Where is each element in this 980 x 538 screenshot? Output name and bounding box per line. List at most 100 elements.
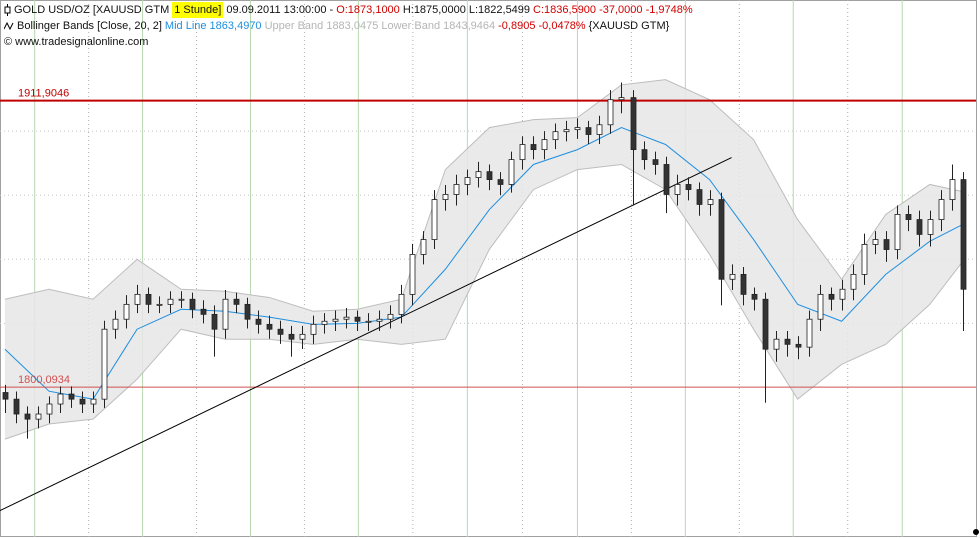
candle-body [222,298,229,330]
candle-body [288,333,295,340]
candles [2,82,967,439]
candle-body [244,303,251,320]
band-line [4,79,963,312]
open: O:1873,1000 [336,4,400,16]
candle-body [46,403,53,415]
candle-body [409,254,416,295]
candle-body [949,179,956,200]
candle-body [189,298,196,310]
indicator-icon [4,21,14,31]
candle-body [740,273,747,295]
mid-line-value: Mid Line 1863,4970 [164,20,262,32]
candle-body [508,159,515,185]
candle-body [79,398,86,405]
candle-body [707,199,714,205]
corner-dot [973,529,979,535]
candle-body [453,184,460,195]
candle-body [442,194,449,200]
candle-body [35,413,42,420]
candle-body [861,244,868,275]
candle-body [266,323,273,330]
candle-body [277,328,284,335]
candle-body [299,333,306,340]
candle-body [2,392,9,400]
levels: 1911,9046 1800,0934 [0,88,976,388]
candle-body [883,239,890,250]
candle-body [310,323,317,335]
level-label: 1911,9046 [18,88,69,100]
indicator: Bollinger Bands [Close, 20, 2] [17,20,162,32]
interval: 1 Stunde] [172,2,224,18]
candle-body [630,97,637,151]
mid-line [4,127,964,400]
change: -0,8905 -0,0478% [498,20,586,32]
candle-body [431,199,438,240]
candle-body [123,303,130,320]
candle-body [167,298,174,305]
candle-body [57,393,64,405]
candle-body [641,149,648,161]
high-low: H:1875,0000 L:1822,5499 [402,4,531,16]
candle-body [960,179,967,290]
datetime: 09.09.2011 13:00:00 - [226,4,334,16]
trend [0,157,732,512]
candle-body [145,293,152,305]
candle-body [211,313,218,330]
candle-body [101,328,108,400]
candle-body [398,293,405,315]
candle-body [806,318,813,348]
candle-body [839,288,846,300]
trend-line [0,157,732,512]
candle-body [674,184,681,195]
candle-body [574,127,581,131]
candle-body [420,239,427,255]
candle-body [24,413,31,420]
candle-body [13,398,20,415]
candle-body [332,318,339,322]
candle-body [618,97,625,101]
candle-body [927,219,934,235]
candle-body [663,164,670,195]
candle-body [486,171,493,180]
candle-body [134,293,141,305]
candle-body [178,298,185,301]
close: C:1836,5900 -37,0000 -1,9748% [533,4,693,16]
candle-body [200,308,207,315]
header-row: © www.tradesignalonline.com [4,34,693,50]
candle-body [729,273,736,280]
candle-body [90,398,97,405]
candle-body [321,320,328,325]
source: © www.tradesignalonline.com [4,36,149,48]
candle-body [784,338,791,345]
candle-body [112,318,119,330]
candle-body [233,298,240,305]
candle-body [156,303,163,306]
candle-body [817,293,824,320]
header-row: GOLD USD/OZ [XAUUSD GTM 1 Stunde] 09.09.… [4,2,693,18]
candle-body [596,124,603,135]
candle-body [376,318,383,322]
header: GOLD USD/OZ [XAUUSD GTM 1 Stunde] 09.09.… [4,2,693,50]
header-row: Bollinger Bands [Close, 20, 2] Mid Line … [4,18,693,34]
candle-body [585,127,592,135]
candle-body [475,171,482,178]
candle-body [850,273,857,290]
candle-body [916,219,923,235]
candle-body [552,131,559,141]
candle-body [696,189,703,205]
candle-body [387,313,394,320]
candle-body [255,318,262,325]
candle-body [773,338,780,350]
candle-body [795,343,802,348]
symbol: GOLD USD/OZ [XAUUSD GTM [14,4,170,16]
candle-body [354,316,361,322]
candle-body [497,179,504,185]
candle-body [530,144,537,151]
candle-body [894,214,901,250]
candle-body [652,159,659,165]
candle-body [751,293,758,300]
candle-body [68,393,75,400]
candle-body [905,214,912,220]
